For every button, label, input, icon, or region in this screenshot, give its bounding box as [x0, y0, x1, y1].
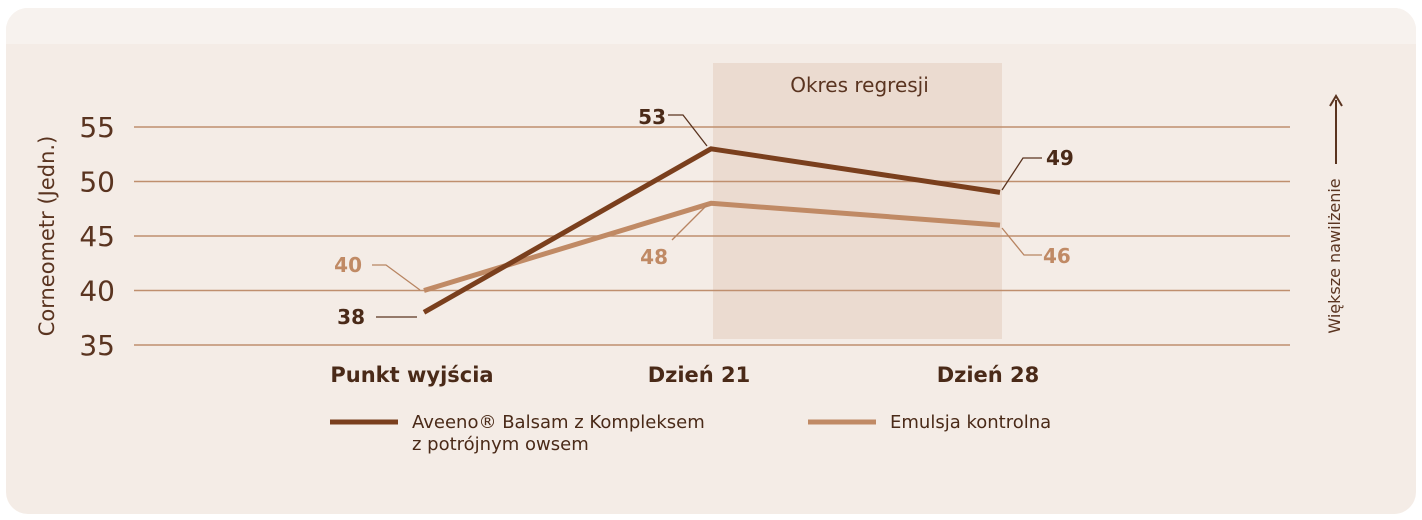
more-hydration-label: Większe nawilżenie	[1325, 178, 1344, 333]
legend-label-line2: z potrójnym owsem	[412, 434, 589, 455]
right-indicator: Większe nawilżenie	[1325, 94, 1344, 334]
leader-line	[1001, 157, 1042, 191]
series-line	[423, 200, 1001, 293]
data-labels: 38 53 49 40 48 46	[334, 105, 1074, 329]
data-label: 48	[640, 245, 668, 269]
data-label: 46	[1043, 244, 1071, 268]
y-tick-labels: 35 40 45 50 55	[79, 111, 115, 362]
data-label: 40	[334, 253, 362, 277]
y-tick-label: 55	[79, 111, 115, 144]
series-lines	[422, 146, 1001, 315]
chart-card	[6, 8, 1416, 514]
y-tick-label: 35	[79, 329, 115, 362]
grid-lines	[134, 126, 1290, 346]
x-tick-label: Dzień 28	[937, 363, 1040, 387]
leader-line	[372, 264, 421, 291]
x-tick-label: Punkt wyjścia	[330, 363, 493, 387]
y-axis-label: Corneometr (Jedn.)	[35, 136, 59, 337]
legend-label: Aveeno® Balsam z Kompleksem	[412, 412, 705, 433]
y-tick-label: 50	[79, 166, 115, 199]
x-tick-label: Dzień 21	[648, 363, 751, 387]
regression-period-label: Okres regresji	[790, 73, 929, 97]
card-header-strip	[6, 8, 1416, 44]
regression-period-region	[713, 63, 1002, 339]
data-label: 53	[638, 105, 666, 129]
arrow-head-icon	[1329, 94, 1343, 107]
legend-label: Emulsja kontrolna	[890, 412, 1051, 433]
data-label-leaders	[372, 114, 1042, 318]
series-line	[422, 146, 1001, 315]
leader-line	[1001, 227, 1042, 256]
leader-line	[671, 204, 708, 241]
x-tick-labels: Punkt wyjścia Dzień 21 Dzień 28	[330, 363, 1039, 387]
y-tick-label: 40	[79, 275, 115, 308]
data-label: 38	[337, 305, 365, 329]
y-tick-label: 45	[79, 220, 115, 253]
data-label: 49	[1046, 146, 1074, 170]
leader-line	[668, 114, 708, 147]
